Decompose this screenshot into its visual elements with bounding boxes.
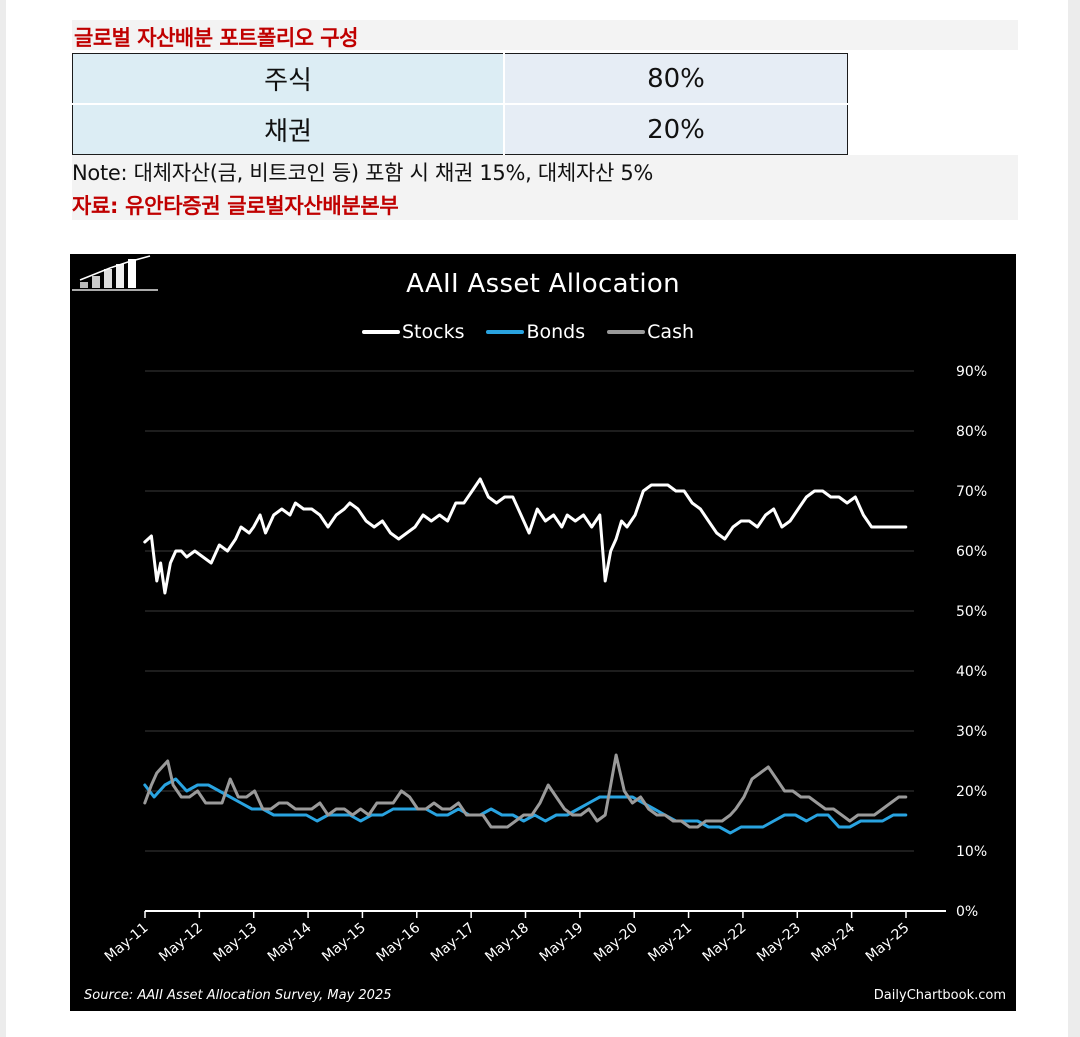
chart-panel: 0% 10% 20% 30% 40% 50% 60% 70% 80% 90% May-11 May-1… [70,254,1016,1011]
x-tick-label: May-25 [863,920,913,965]
x-tick-label: May-19 [537,920,587,965]
x-tick-label: May-21 [645,920,695,965]
y-tick-label: 50% [956,604,987,620]
y-tick-label: 90% [956,364,987,380]
legend-swatch [486,330,525,334]
legend-item: Stocks [362,321,464,343]
y-tick-label: 20% [956,784,987,800]
legend-label: Stocks [402,321,465,343]
y-tick-label: 10% [956,844,987,860]
allocation-label: 주식 [72,53,505,105]
chart-source: Source: AAII Asset Allocation Survey, Ma… [84,988,392,1003]
x-tick-label: May-20 [591,920,641,965]
x-tick-label: May-14 [265,920,315,965]
report-title: 글로벌 자산배분 포트폴리오 구성 [74,26,358,50]
allocation-value: 80% [504,53,848,105]
legend-label: Cash [647,321,695,343]
x-tick-label: May-18 [482,920,532,965]
legend-label: Bonds [526,321,586,343]
x-tick-label: May-12 [156,920,206,965]
page: 글로벌 자산배분 포트폴리오 구성 주식 80% 채권 20% Note: 대체… [6,0,1068,1037]
legend-item: Cash [607,321,694,343]
legend-swatch [607,330,646,334]
x-tick-label: May-17 [428,920,478,965]
y-tick-label: 60% [956,544,987,560]
x-tick-label: May-23 [754,920,804,965]
legend-item: Bonds [486,321,585,343]
legend-swatch [362,330,400,334]
note-band [72,155,1018,220]
series-line-bonds [143,777,908,835]
x-tick-label: May-16 [374,920,424,965]
series-line-stocks [143,477,908,595]
chart-canvas: 0%10%20%30%40%50%60%70%80%90%May-11 May-1… [102,364,987,965]
chart-title: AAII Asset Allocation [406,269,680,299]
header-band [72,20,1018,50]
x-tick-label: May-22 [700,920,750,965]
allocation-table: 주식 80% 채권 20% [72,53,848,155]
x-tick-label: May-13 [210,920,260,965]
series-line-cash [143,753,908,829]
table-row: 주식 80% [72,53,848,105]
x-tick-label: May-11 [102,920,152,965]
y-tick-label: 40% [956,664,987,680]
allocation-value: 20% [504,104,848,155]
x-tick-label: May-24 [808,920,858,965]
chartbook-logo-icon [72,255,158,291]
y-tick-label: 30% [956,724,987,740]
y-tick-label: 0% [956,904,978,920]
table-row: 채권 20% [72,104,848,155]
x-tick-label: May-15 [319,920,369,965]
y-tick-label: 80% [956,424,987,440]
allocation-label: 채권 [72,104,505,155]
chart-credit: DailyChartbook.com [873,988,1006,1003]
chart-legend: Stocks Bonds Cash [362,321,716,343]
allocation-note: Note: 대체자산(금, 비트코인 등) 포함 시 채권 15%, 대체자산 … [72,161,654,185]
report-source: 자료: 유안타증권 글로벌자산배분본부 [72,194,399,218]
y-tick-label: 70% [956,484,987,500]
